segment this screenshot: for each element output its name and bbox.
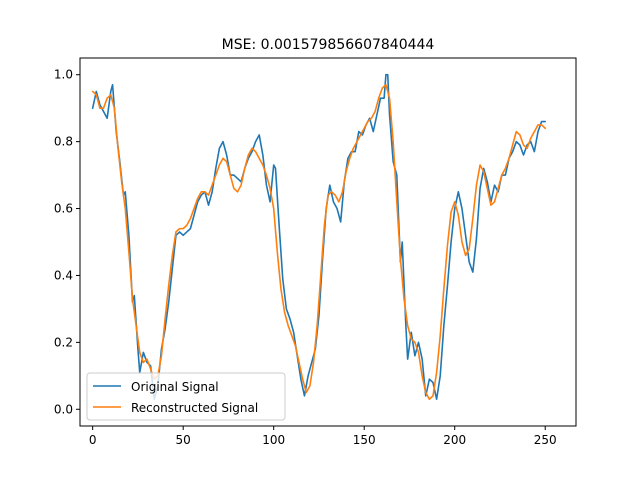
x-tick-label: 150: [353, 433, 376, 447]
x-axis-ticks: 0 50 100 150 200 250: [89, 426, 557, 447]
x-tick-label: 50: [176, 433, 191, 447]
x-tick-label: 200: [443, 433, 466, 447]
x-tick-label: 100: [262, 433, 285, 447]
legend-label-reconstructed: Reconstructed Signal: [131, 401, 258, 415]
y-tick-label: 0.0: [54, 402, 73, 416]
legend-label-original: Original Signal: [131, 380, 219, 394]
reconstructed-signal-line: [91, 83, 547, 401]
series-layer: [91, 73, 547, 401]
y-tick-label: 0.4: [54, 268, 73, 282]
legend: Original Signal Reconstructed Signal: [86, 372, 286, 421]
legend-box: [86, 372, 286, 421]
y-tick-label: 0.6: [54, 202, 73, 216]
plot-frame: [79, 57, 577, 427]
x-tick-label: 250: [534, 433, 557, 447]
y-tick-label: 1.0: [54, 68, 73, 82]
y-tick-label: 0.2: [54, 335, 73, 349]
y-axis-ticks: 0.0 0.2 0.4 0.6 0.8 1.0: [54, 68, 80, 416]
y-tick-label: 0.8: [54, 135, 73, 149]
chart-title: MSE: 0.001579856607840444: [222, 37, 435, 53]
x-tick-label: 0: [89, 433, 97, 447]
